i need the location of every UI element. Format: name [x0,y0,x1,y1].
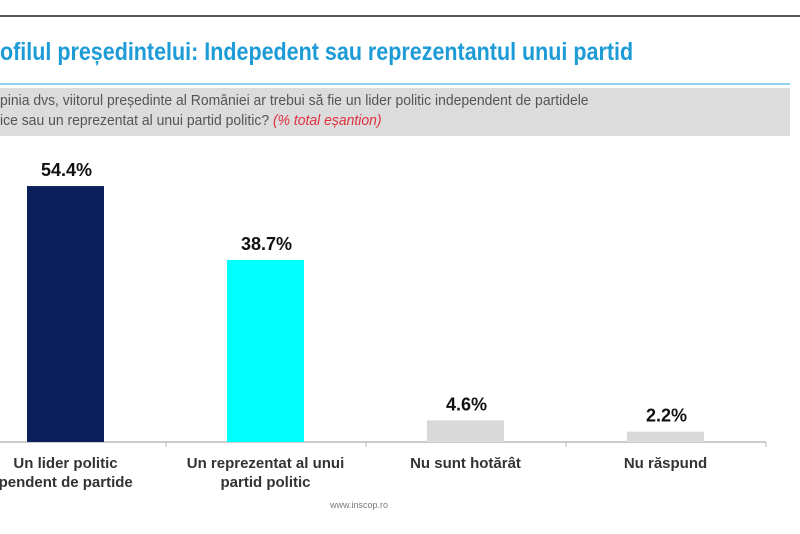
top-divider [0,15,800,17]
question-note: (% total eșantion) [272,112,382,129]
category-label: Un reprezentat al unui [187,455,345,472]
data-label: 2.2% [646,406,687,426]
data-label: 38.7% [241,234,292,254]
bar [627,431,704,442]
category-label: partid politic [221,474,311,491]
data-label: 54.4% [41,160,92,180]
question-line-1: pinia dvs, viitorul președinte al Români… [0,92,589,109]
category-label: Nu sunt hotărât [410,455,521,472]
question-line-2: ice sau un reprezentat al unui partid po… [0,111,735,131]
question-box: pinia dvs, viitorul președinte al Români… [0,88,790,136]
question-text: ice sau un reprezentat al unui partid po… [0,112,270,129]
bar [27,186,104,442]
category-label: Un lider politic [13,455,117,472]
source-label: www.inscop.ro [330,500,389,510]
category-label: ependent de partide [0,474,133,491]
data-label: 4.6% [446,394,487,414]
page-title: ofilul președintelui: Indepedent sau rep… [0,38,634,66]
title-underline [0,83,790,85]
category-label: Nu răspund [624,455,707,472]
bar [427,420,504,442]
bar [227,259,304,442]
